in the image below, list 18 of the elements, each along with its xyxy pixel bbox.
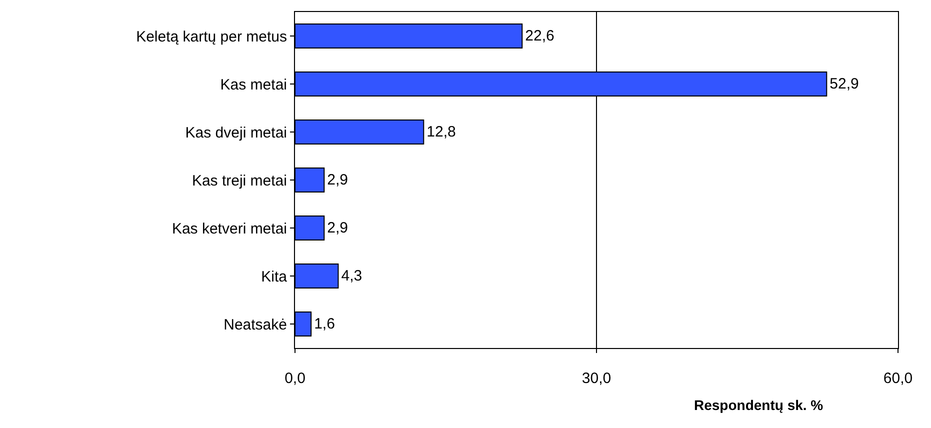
data-label: 4,3 — [341, 268, 362, 284]
y-tick-label: Keletą kartų per metus — [136, 28, 287, 46]
data-label: 2,9 — [327, 220, 348, 236]
y-tick-label: Kita — [261, 268, 288, 286]
y-tick-label: Kas dveji metai — [185, 124, 287, 142]
x-tick-label: 60,0 — [883, 370, 913, 387]
x-axis-title: Respondentų sk. % — [694, 397, 824, 413]
data-label: 22,6 — [525, 28, 554, 44]
data-label: 12,8 — [426, 124, 456, 140]
data-label: 2,9 — [327, 172, 348, 188]
y-tick-label: Kas ketveri metai — [172, 220, 287, 238]
x-tick-label: 0,0 — [284, 370, 306, 387]
x-tick-label: 30,0 — [582, 370, 612, 387]
data-label: 52,9 — [830, 76, 859, 92]
y-tick-label: Kas treji metai — [192, 172, 287, 190]
data-label: 1,6 — [314, 316, 335, 332]
y-tick-label: Kas metai — [220, 76, 287, 94]
y-tick-label: Neatsakė — [224, 316, 287, 334]
